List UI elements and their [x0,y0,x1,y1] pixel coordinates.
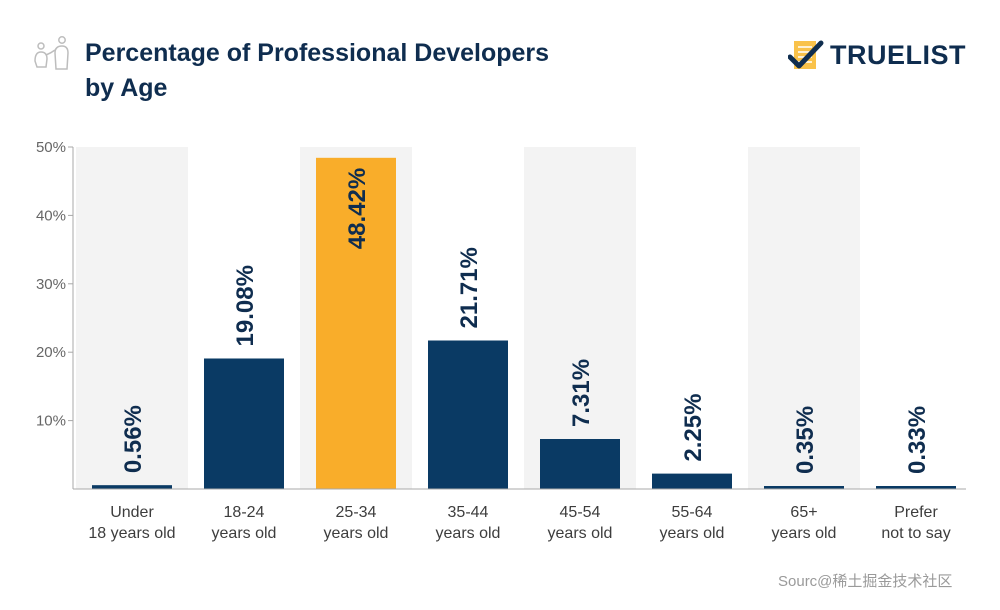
category-label: 25-34 [336,504,377,521]
data-label: 48.42% [344,168,371,249]
people-icon [26,33,70,77]
brand-logo: TRUELIST [788,37,966,73]
category-label-layer: Under 18 years old 18-24 years old 25-34 year… [88,504,950,542]
category-label: not to say [881,525,950,542]
bar [204,358,284,489]
category-label: years old [212,525,277,542]
category-label: years old [548,525,613,542]
y-axis: 10% 20% 30% 40% 50% [36,139,966,490]
bar [428,340,508,489]
category-label: Prefer [894,504,938,521]
category-label: 55-64 [672,504,713,521]
data-label: 21.71% [456,247,483,328]
column-band [748,147,860,489]
category-label: years old [324,525,389,542]
category-label: 18-24 [224,504,265,521]
bar [92,485,172,489]
chart-title-line-1: Percentage of Professional Developers [85,39,550,67]
column-band [76,147,188,489]
bar [876,486,956,489]
bar-layer [92,157,956,490]
y-tick-label: 10% [36,413,66,430]
data-label: 0.33% [904,406,931,474]
data-label-layer: 0.56% 19.08% 48.42% 21.71% 7.31% 2.25% 0.35% 0.… [120,168,931,474]
category-label: years old [436,525,501,542]
bar [540,438,620,489]
category-label: years old [660,525,725,542]
checklist-check-icon [788,40,824,69]
data-label: 0.56% [120,405,147,473]
brand-name: TRUELIST [830,39,966,70]
category-label: Under [110,504,154,521]
data-label: 7.31% [568,359,595,427]
data-label: 0.35% [792,406,819,474]
bar [316,157,396,490]
column-band [524,147,636,489]
y-tick-label: 20% [36,344,66,361]
category-label: 65+ [790,504,817,521]
category-label: 18 years old [88,525,175,542]
chart-title: Percentage of Professional Developers by… [85,36,705,106]
category-label: 45-54 [560,504,601,521]
category-label: 35-44 [448,504,489,521]
data-label: 2.25% [680,394,707,462]
y-tick-label: 40% [36,207,66,224]
category-label: years old [772,525,837,542]
y-tick-label: 50% [36,139,66,156]
source-text: Sourc@稀土掘金技术社区 [778,573,953,590]
bar [764,486,844,489]
data-label: 19.08% [232,265,259,346]
chart-title-line-2: by Age [85,74,168,102]
y-tick-label: 30% [36,276,66,293]
bar [652,473,732,489]
